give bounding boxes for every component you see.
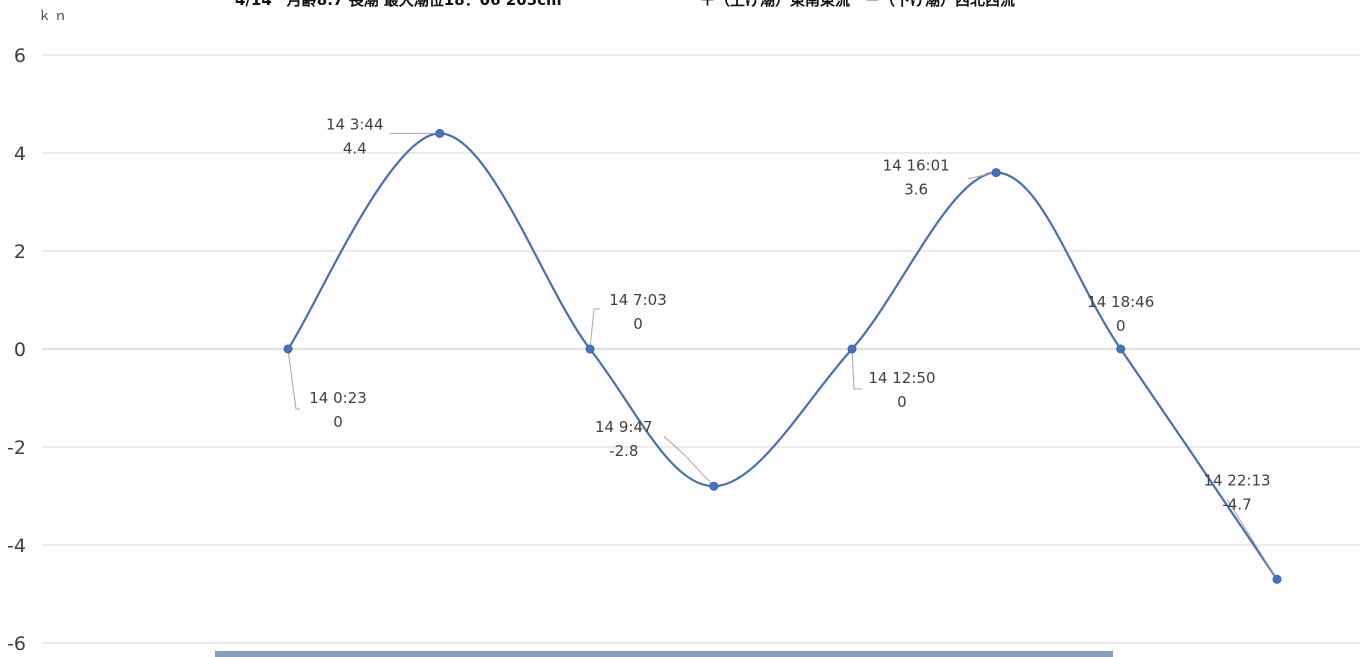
data-label: 14 22:13 -4.7: [1203, 471, 1270, 513]
data-label: 14 0:23 0: [309, 389, 367, 431]
label-leader-line: [851, 348, 862, 390]
tidal-current-series-line: [287, 132, 1278, 580]
data-label-value: -4.7: [1222, 495, 1251, 513]
data-point: [435, 128, 445, 138]
data-point: [1116, 344, 1126, 354]
label-leader-line: [968, 172, 997, 180]
label-leader-lines: [287, 132, 1278, 580]
label-leader-line: [1226, 499, 1278, 580]
chart-title-right: ＋（上げ潮）東南東流 －（下げ潮）西北西流: [700, 0, 1015, 9]
y-axis-unit-label: ｋｎ: [38, 9, 70, 24]
chart-title-left: 4/14 月齢8.7 長潮 最大潮位18：06 205cm: [235, 0, 562, 9]
series-layer: [287, 132, 1278, 580]
y-tick-label: -4: [7, 535, 26, 557]
data-label-time: 14 3:44: [326, 115, 384, 133]
data-label: 14 12:50 0: [868, 369, 935, 411]
scrollbar[interactable]: [215, 651, 1113, 657]
data-points: [283, 128, 1282, 584]
grid-lines: [42, 54, 1360, 644]
data-point: [1272, 574, 1282, 584]
data-point: [991, 168, 1001, 178]
data-label-time: 14 0:23: [309, 389, 367, 407]
data-label-value: 0: [333, 413, 343, 431]
data-label: 14 9:47 -2.8: [595, 418, 653, 460]
label-leader-line: [663, 435, 715, 487]
data-label: 14 7:03 0: [609, 291, 667, 333]
data-label-time: 14 9:47: [595, 418, 653, 436]
data-point: [283, 344, 293, 354]
data-label-value: -2.8: [609, 442, 638, 460]
label-leader-line: [287, 348, 300, 410]
data-label-time: 14 16:01: [883, 157, 950, 175]
data-label-value: 0: [633, 315, 643, 333]
data-label: 14 16:01 3.6: [883, 157, 950, 199]
y-tick-label: -6: [7, 633, 26, 655]
data-point: [585, 344, 595, 354]
y-tick-label: 6: [14, 45, 26, 67]
y-axis-ticks: 6 4 2 0 -2 -4 -6: [7, 45, 26, 655]
data-label-value: 0: [1116, 317, 1126, 335]
data-label-value: 4.4: [343, 139, 367, 157]
chart-title: 4/14 月齢8.7 長潮 最大潮位18：06 205cm ＋（上げ潮）東南東流…: [235, 0, 1015, 9]
data-label: 14 3:44 4.4: [326, 115, 384, 157]
data-point: [847, 344, 857, 354]
data-label: 14 18:46 0: [1087, 293, 1154, 335]
data-label-time: 14 22:13: [1203, 471, 1270, 489]
data-label-time: 14 7:03: [609, 291, 667, 309]
data-label-time: 14 12:50: [868, 369, 935, 387]
y-tick-label: 4: [14, 143, 26, 165]
y-tick-label: 2: [14, 241, 26, 263]
y-tick-label: 0: [14, 339, 26, 361]
data-label-value: 0: [897, 393, 907, 411]
data-label-time: 14 18:46: [1087, 293, 1154, 311]
label-leader-line: [589, 308, 600, 350]
data-label-value: 3.6: [904, 181, 928, 199]
y-tick-label: -2: [7, 437, 26, 459]
data-point: [709, 481, 719, 491]
